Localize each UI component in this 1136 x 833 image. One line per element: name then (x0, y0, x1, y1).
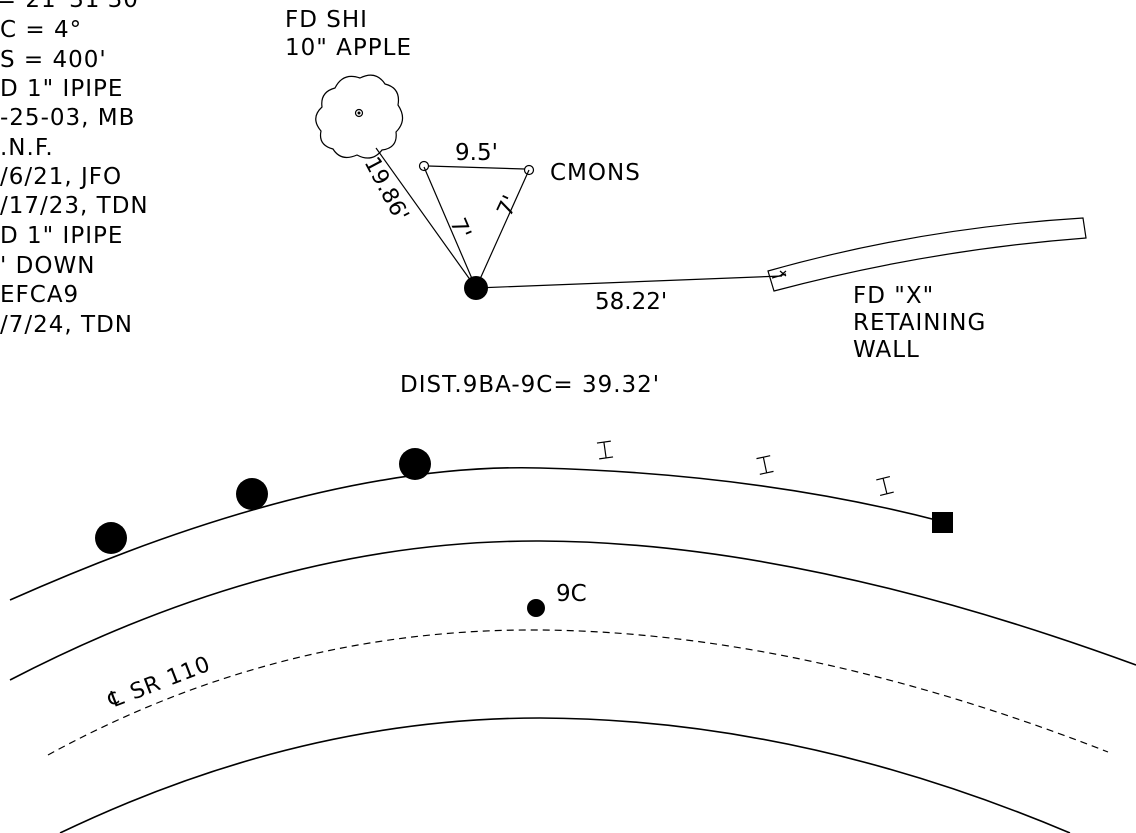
row-point-square (932, 512, 953, 533)
monument-point (464, 276, 488, 300)
note-found-pipe: D 1" IPIPE (0, 76, 123, 102)
i-beam-symbols (596, 440, 894, 497)
row-line (9, 466, 941, 601)
note-date-4: /7/24, TDN (0, 312, 133, 338)
distance-note: DIST.9BA-9C= 39.32' (400, 372, 660, 398)
note-date-2: /6/21, JFO (0, 164, 122, 190)
tree-label-line2: 10" APPLE (285, 35, 412, 61)
centerline (47, 629, 1109, 756)
apple-tree-icon (315, 74, 404, 159)
centerline-label: ℄ SR 110 (104, 652, 214, 714)
row-point-1 (95, 522, 127, 554)
edge-of-pavement-north (9, 540, 1136, 681)
note-delta: A= 21°31'30" (0, 0, 151, 13)
row-point-2 (236, 478, 268, 510)
dim-left-tie: 7' (444, 215, 475, 243)
wall-label-line3: WALL (853, 337, 920, 363)
wall-label-line1: FD "X" (853, 283, 934, 309)
dim-top: 9.5' (455, 140, 498, 166)
cmons-label: CMONS (550, 160, 641, 186)
tree-label-line1: FD SHI (285, 7, 368, 33)
note-date-1: -25-03, MB (0, 105, 135, 131)
note-curve: C = 4° (0, 17, 82, 43)
note-date-3: /17/23, TDN (0, 193, 149, 219)
tie-point-left (418, 160, 430, 172)
note-efca9: EFCA9 (0, 282, 79, 308)
wall-label-line2: RETAINING (853, 310, 986, 336)
point-9c (527, 599, 545, 617)
dim-to-wall: 58.22' (595, 289, 667, 315)
road-arcs (9, 466, 1136, 833)
note-down: ' DOWN (0, 253, 95, 279)
point-9c-label: 9C (556, 581, 587, 607)
note-found-pipe-2: D 1" IPIPE (0, 223, 123, 249)
tie-point-cmons (523, 164, 535, 176)
dim-right-tie: 7' (493, 192, 524, 221)
retaining-wall (767, 217, 1087, 292)
notes-block: A= 21°31'30" C = 4° S = 400' D 1" IPIPE … (0, 0, 151, 338)
note-length: S = 400' (0, 47, 107, 73)
edge-of-pavement-south (59, 717, 1071, 833)
note-nf: .N.F. (0, 135, 54, 161)
tie-lines (375, 147, 783, 289)
row-point-3 (399, 448, 431, 480)
